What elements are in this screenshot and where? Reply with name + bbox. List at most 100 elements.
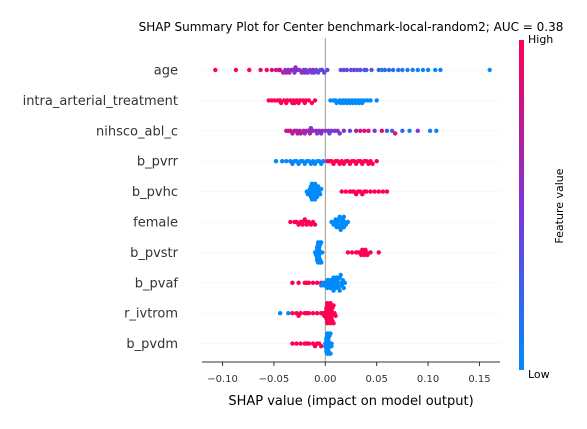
shap-point: [297, 98, 302, 103]
shap-point: [266, 98, 271, 103]
shap-point: [334, 100, 339, 106]
shap-point: [290, 341, 295, 346]
shap-point: [286, 311, 291, 316]
shap-point: [284, 159, 289, 164]
shap-point: [319, 240, 324, 245]
shap-point: [312, 98, 318, 103]
shap-point: [354, 67, 360, 73]
shap-point: [329, 128, 334, 133]
shap-point: [306, 98, 312, 103]
shap-point: [348, 67, 354, 73]
shap-point: [319, 186, 324, 192]
shap-point: [328, 351, 333, 356]
shap-point: [347, 128, 353, 133]
feature-label: b_pvaf: [135, 276, 179, 291]
shap-point: [277, 67, 283, 73]
shap-point: [379, 67, 385, 73]
shap-point: [269, 98, 275, 103]
shap-point: [400, 128, 405, 133]
feature-label: intra_arterial_treatment: [23, 94, 178, 109]
x-axis-label: SHAP value (impact on model output): [228, 394, 473, 409]
shap-point: [317, 192, 323, 197]
shap-point: [405, 67, 410, 73]
shap-point: [337, 214, 342, 219]
shap-point: [390, 67, 396, 73]
shap-point: [376, 189, 381, 194]
shap-point: [345, 219, 351, 225]
feature-label: b_pvstr: [130, 246, 179, 261]
shap-point: [325, 67, 330, 73]
shap-point: [389, 128, 395, 133]
shap-point: [364, 189, 369, 194]
shap-point: [329, 344, 334, 349]
shap-point: [362, 98, 367, 103]
shap-point: [380, 189, 386, 194]
shap-point: [338, 67, 343, 73]
shap-point: [328, 98, 333, 103]
shap-point: [233, 67, 239, 73]
feature-label: b_pvrr: [137, 155, 179, 170]
shap-point: [342, 280, 348, 285]
feature-label: nihsco_abl_c: [96, 124, 178, 139]
data-points: [213, 65, 492, 356]
shap-point: [285, 98, 290, 103]
shap-point: [396, 67, 401, 73]
shap-point: [341, 214, 347, 219]
shap-point: [384, 128, 390, 133]
shap-point: [312, 222, 318, 227]
shap-point: [277, 311, 283, 316]
shap-point: [312, 181, 318, 186]
feature-label: b_pvhc: [132, 185, 178, 200]
shap-point: [306, 311, 312, 316]
shap-point: [298, 311, 303, 316]
shap-point: [415, 128, 420, 133]
shap-point: [341, 128, 347, 133]
shap-point: [487, 67, 492, 73]
feature-label: female: [133, 216, 178, 231]
shap-point: [374, 98, 379, 103]
shap-point: [337, 131, 342, 136]
shap-point: [407, 128, 412, 133]
colorbar: [519, 40, 524, 370]
shap-point: [332, 128, 337, 133]
shap-point: [365, 98, 370, 103]
shap-point: [362, 128, 367, 133]
shap-point: [358, 128, 363, 133]
shap-point: [368, 189, 373, 194]
shap-point: [427, 128, 433, 133]
shap-point: [306, 280, 312, 285]
shap-point: [314, 194, 320, 199]
feature-label: b_pvdm: [126, 337, 178, 352]
shap-point: [278, 100, 284, 106]
x-tick-label: 0.05: [366, 374, 388, 385]
shap-point: [331, 303, 336, 308]
feature-label: age: [154, 64, 178, 79]
feature-label: r_ivtrom: [124, 307, 178, 322]
shap-point: [264, 67, 269, 73]
shap-point: [306, 341, 312, 346]
shap-point: [364, 67, 369, 73]
shap-point: [339, 189, 344, 194]
shap-point: [343, 189, 349, 194]
shap-point: [303, 98, 308, 103]
shap-point: [294, 341, 299, 346]
shap-point: [344, 67, 350, 73]
shap-point: [376, 67, 381, 73]
shap-point: [273, 159, 279, 164]
shap-point: [310, 311, 316, 316]
shap-point: [325, 301, 330, 306]
x-tick-label: −0.05: [259, 374, 290, 385]
shap-point: [410, 67, 415, 73]
shap-point: [213, 67, 218, 73]
shap-point: [358, 67, 363, 73]
colorbar-low-label: Low: [528, 368, 550, 381]
shap-point: [333, 313, 338, 318]
shap-point: [310, 128, 316, 133]
shap-point: [290, 311, 295, 316]
shap-point: [292, 70, 297, 75]
shap-point: [349, 250, 355, 255]
shap-point: [374, 159, 379, 164]
shap-point: [382, 67, 388, 73]
x-tick-label: −0.10: [207, 374, 238, 385]
